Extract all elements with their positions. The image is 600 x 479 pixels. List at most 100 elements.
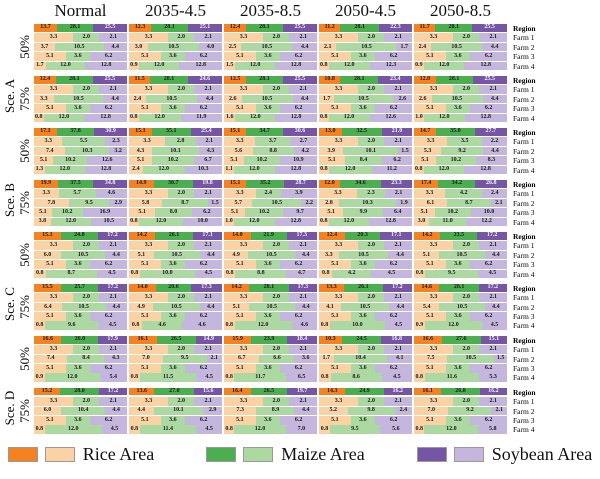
bar-segment-rice: 4.1 xyxy=(319,302,342,312)
value-label: 3.3 xyxy=(334,294,343,301)
value-label: 2.1 xyxy=(394,242,402,249)
value-label: 4.3 xyxy=(111,355,120,362)
bar-segment-rice: 5.1 xyxy=(414,156,437,165)
value-label: 6.2 xyxy=(389,364,398,371)
value-label: 7.4 xyxy=(45,147,54,154)
farm-bar-row: 4.9 10.5 4.4 xyxy=(129,302,222,312)
farm-bar-row: 4.9 10.5 4.4 xyxy=(224,250,317,260)
column-cell: 16.1 26.8 16.2 3.3 2.0 2.1 7.0 9.2 2.1 5.1 3.6 6.2 0… xyxy=(414,387,507,435)
region-bar-row: 16.1 26.5 14.9 xyxy=(129,335,222,345)
farm-bar-row: 5.1 10.2 6.7 xyxy=(129,156,222,165)
bar-segment-soybean: 2.1 xyxy=(194,345,222,354)
farm-bar-row: 1.0 12.0 12.8 xyxy=(224,217,317,227)
value-label: 4.4 xyxy=(490,43,499,50)
farm-bar-row: 3.3 2.0 2.1 xyxy=(414,241,507,250)
value-label: 3.6 xyxy=(454,104,462,111)
bar-segment-rice: 0.8 xyxy=(129,269,141,279)
value-label: 2.1 xyxy=(204,294,212,301)
farm-bar-row: 1.5 12.0 12.8 xyxy=(224,61,317,71)
bar-segment-rice: 12.3 xyxy=(129,24,152,32)
bar-segment-maize: 32.5 xyxy=(341,127,383,136)
bar-segment-maize: 37.8 xyxy=(56,127,95,136)
bar-segment-maize: 34.7 xyxy=(246,127,284,136)
value-label: 17.2 xyxy=(486,232,498,239)
bar-segment-rice: 3.3 xyxy=(224,137,256,146)
value-label: 2.8 xyxy=(176,138,185,145)
value-label: 26.8 xyxy=(485,180,497,187)
row-labels: Region Farm 1 Farm 2 Farm 3 Farm 4 xyxy=(513,128,565,175)
value-label: 8.7 xyxy=(181,199,189,206)
value-label: 12.0 xyxy=(419,76,431,83)
bar-segment-soybean: 2.1 xyxy=(384,137,412,146)
bar-segment-soybean: 2.2 xyxy=(482,137,507,146)
bar-segment-maize: 23.9 xyxy=(251,335,288,344)
bar-segment-soybean: 6.2 xyxy=(280,364,317,373)
farm-bar-row: 0.8 9.5 4.5 xyxy=(414,269,507,279)
bar-segment-soybean: 16.2 xyxy=(383,387,412,396)
bar-segment-soybean: 2.9 xyxy=(109,198,127,208)
region-bar-row: 13.7 28.1 25.5 xyxy=(34,24,127,33)
column-header: Normal xyxy=(54,1,107,20)
value-label: 2.1 xyxy=(489,398,497,405)
value-label: 5.1 xyxy=(328,156,336,163)
bar-segment-rice: 5.6 xyxy=(224,146,253,156)
farm-bar-row: 5.1 10.5 4.4 xyxy=(224,302,317,312)
value-label: 3.3 xyxy=(144,86,153,93)
value-label: 5.1 xyxy=(46,312,54,319)
farm-bar-row: 3.3 2.0 2.1 xyxy=(129,397,222,406)
bar-segment-maize: 3.7 xyxy=(255,137,290,146)
bar-segment-maize: 26.1 xyxy=(343,283,383,292)
row-label: Farm 3 xyxy=(513,104,535,114)
farm-bar-row: 5.2 9.8 2.4 xyxy=(319,406,412,416)
region-bar-row: 19.9 37.5 34.8 xyxy=(34,179,128,189)
bar-segment-soybean: 12.8 xyxy=(275,113,317,123)
bar-segment-soybean: 2.4 xyxy=(394,406,412,416)
bar-segment-maize: 5.7 xyxy=(58,189,96,198)
farm-bar-row: 3.3 2.0 2.1 xyxy=(319,241,412,250)
value-label: 13.0 xyxy=(325,128,336,135)
row-label: Farm 1 xyxy=(513,293,535,303)
bar-segment-soybean: 4.5 xyxy=(98,321,127,331)
value-label: 5.1 xyxy=(331,364,339,371)
farm-bar-row: 6.4 10.5 4.4 xyxy=(34,302,127,312)
value-label: 30.9 xyxy=(105,128,116,135)
value-label: 4.5 xyxy=(205,426,213,433)
region-bar-row: 11.7 28.1 25.5 xyxy=(414,24,507,33)
value-label: 3.7 xyxy=(40,43,49,50)
column-cell: 15.9 23.9 18.4 3.3 2.0 2.1 6.7 6.6 3.6 5.1 3.6 6.2 0… xyxy=(224,335,317,383)
bar-segment-maize: 12.0 xyxy=(44,165,85,175)
bar-segment-rice: 3.7 xyxy=(34,42,55,52)
farm-bar-row: 5.1 10.2 16.9 xyxy=(34,208,128,217)
column-cell: 14.7 35.0 27.7 3.3 3.5 2.2 5.3 9.2 4.4 5.1 10.2 8.3… xyxy=(414,127,508,175)
value-label: 5.1 xyxy=(236,260,244,267)
value-label: 17.3 xyxy=(297,284,309,291)
value-label: 6.2 xyxy=(199,312,208,319)
bar-segment-soybean: 25.5 xyxy=(282,24,317,32)
column-cell: 15.5 25.7 17.2 3.3 2.0 2.1 6.4 10.5 4.4 5.1 3.6 6.2… xyxy=(34,283,127,331)
bar-segment-maize: 11.4 xyxy=(139,425,197,435)
bar-segment-rice: 16.6 xyxy=(414,335,442,344)
bar-segment-soybean: 10.0 xyxy=(183,217,223,227)
column-cell: 14.2 28.1 17.3 3.3 2.0 2.1 5.1 10.5 4.4 5.1 3.6 6.2… xyxy=(224,283,317,331)
value-label: 2.0 xyxy=(82,398,90,405)
column-cell: 15.1 35.2 28.7 3.3 2.4 3.9 5.7 10.5 2.2 5.1 10.2 9.… xyxy=(224,179,317,227)
value-label: 2.0 xyxy=(272,86,280,93)
farm-bar-row: 0.8 12.0 12.8 xyxy=(319,217,412,227)
bar-segment-rice: 12.4 xyxy=(224,24,247,32)
value-label: 2.1 xyxy=(394,86,402,93)
farm-bar-row: 3.3 2.0 2.1 xyxy=(319,33,412,42)
bar-segment-rice: 0.8 xyxy=(319,165,329,175)
farm-bar-row: 6.0 10.5 4.4 xyxy=(34,250,127,260)
bar-segment-maize: 10.5 xyxy=(338,250,389,260)
value-label: 26.0 xyxy=(74,336,86,343)
legend-item: Soybean Area xyxy=(416,444,592,465)
value-label: 10.1 xyxy=(170,147,181,154)
farm-bar-row: 5.1 3.6 6.2 xyxy=(414,416,507,425)
bar-segment-soybean: 4.6 xyxy=(291,321,317,331)
value-label: 13.3 xyxy=(326,284,337,291)
value-label: 3.9 xyxy=(327,147,335,154)
bar-segment-rice: 0.9 xyxy=(414,321,425,331)
value-label: 15.5 xyxy=(42,284,53,291)
value-label: 10.2 xyxy=(256,156,268,163)
value-label: 5.1 xyxy=(141,416,149,423)
